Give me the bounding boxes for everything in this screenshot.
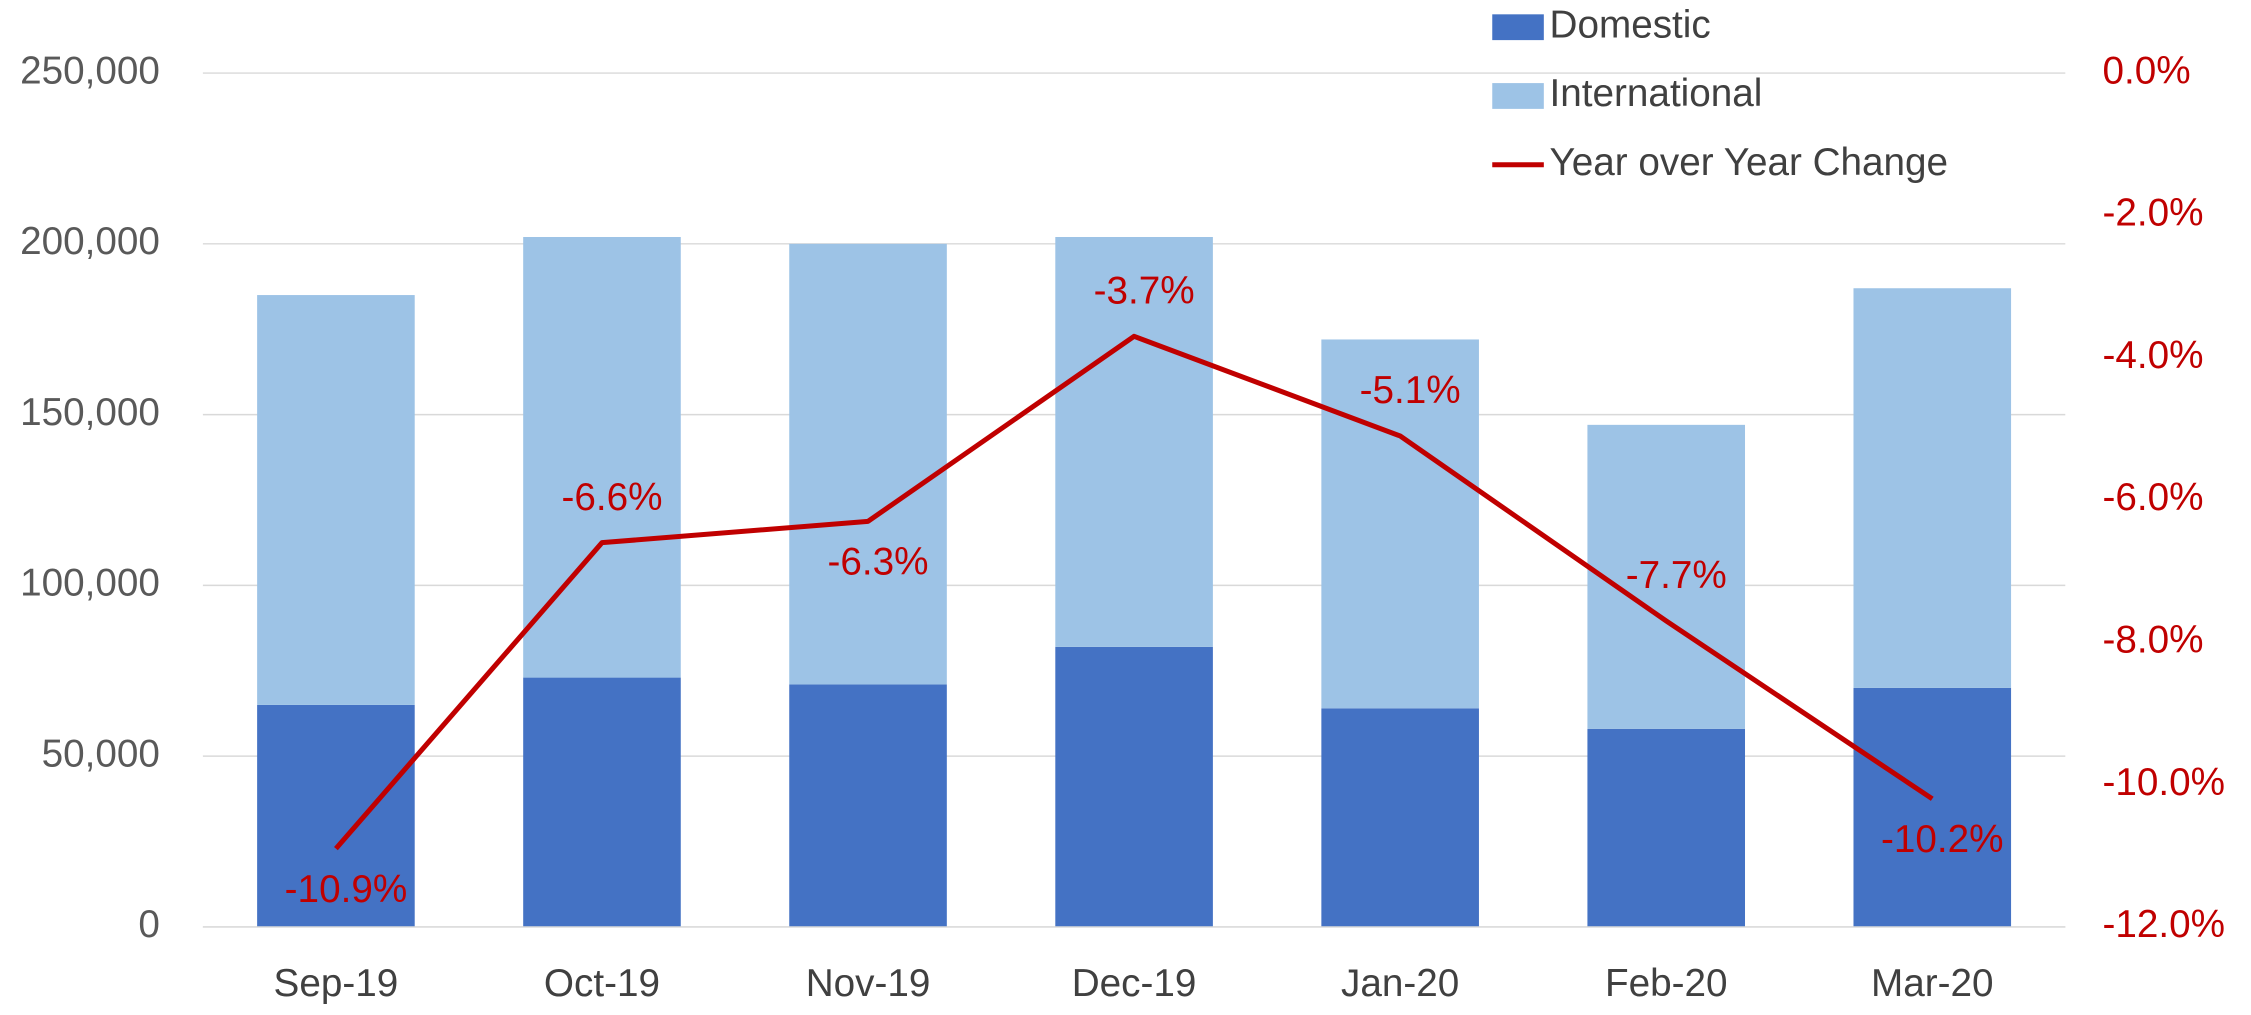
y-tick-label: 50,000 bbox=[42, 732, 160, 775]
legend-label: Domestic bbox=[1550, 3, 1711, 46]
x-tick-label: Dec-19 bbox=[1072, 962, 1197, 1005]
x-tick-label: Jan-20 bbox=[1341, 962, 1459, 1005]
bar bbox=[1321, 339, 1479, 709]
bar bbox=[1055, 646, 1213, 927]
x-tick-label: Mar-20 bbox=[1871, 962, 1994, 1005]
y2-tick-label: -6.0% bbox=[2103, 476, 2204, 519]
y2-tick-label: -8.0% bbox=[2103, 619, 2204, 662]
x-tick-label: Oct-19 bbox=[544, 962, 660, 1005]
data-label: -10.2% bbox=[1881, 818, 2004, 861]
line bbox=[334, 333, 1934, 851]
data-label: -7.7% bbox=[1626, 554, 1727, 597]
bar bbox=[1055, 237, 1213, 647]
legend-swatch bbox=[1492, 83, 1544, 109]
y2-tick-label: -12.0% bbox=[2103, 903, 2226, 946]
bar bbox=[257, 295, 415, 705]
x-tick-label: Feb-20 bbox=[1605, 962, 1728, 1005]
bar bbox=[523, 677, 681, 927]
y-tick-label: 200,000 bbox=[20, 220, 160, 263]
x-tick-label: Nov-19 bbox=[806, 962, 931, 1005]
data-label: -6.3% bbox=[828, 541, 929, 584]
legend-swatch bbox=[1492, 14, 1544, 41]
legend-label: International bbox=[1550, 72, 1763, 115]
bar bbox=[257, 704, 415, 927]
y-tick-label: 250,000 bbox=[20, 49, 160, 92]
bar bbox=[1853, 687, 2012, 927]
legend-label: Year over Year Change bbox=[1550, 141, 1949, 184]
y-tick-label: 0 bbox=[138, 903, 160, 946]
x-tick-label: Sep-19 bbox=[274, 962, 399, 1005]
y2-tick-label: 0.0% bbox=[2103, 49, 2191, 92]
y2-tick-label: -10.0% bbox=[2103, 761, 2226, 804]
y-tick-label: 100,000 bbox=[20, 562, 160, 605]
data-label: -6.6% bbox=[561, 476, 662, 519]
bar bbox=[1321, 708, 1479, 927]
y-tick-label: 150,000 bbox=[20, 391, 160, 434]
y2-tick-label: -2.0% bbox=[2103, 192, 2204, 235]
bar bbox=[1587, 424, 1746, 729]
data-label: -10.9% bbox=[285, 868, 408, 911]
bar bbox=[523, 237, 681, 678]
data-label: -3.7% bbox=[1094, 270, 1195, 313]
bar bbox=[1853, 288, 2012, 688]
bar bbox=[789, 243, 947, 685]
bar bbox=[1587, 728, 1746, 927]
y2-tick-label: -4.0% bbox=[2103, 334, 2204, 377]
bar bbox=[789, 684, 947, 927]
data-label: -5.1% bbox=[1360, 369, 1461, 412]
